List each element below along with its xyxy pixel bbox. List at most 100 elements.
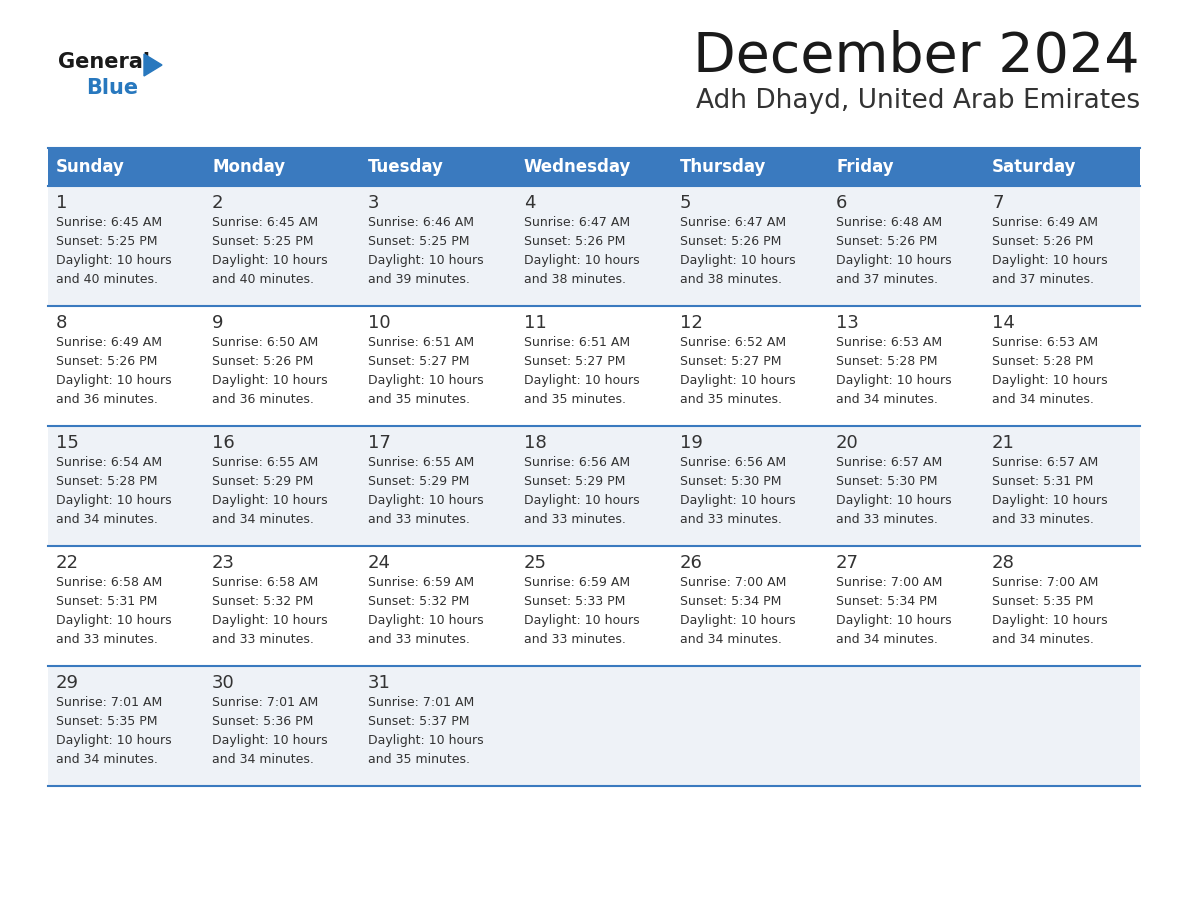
Text: Daylight: 10 hours: Daylight: 10 hours <box>368 254 484 267</box>
Text: Daylight: 10 hours: Daylight: 10 hours <box>56 494 171 507</box>
Text: Sunset: 5:37 PM: Sunset: 5:37 PM <box>368 715 469 728</box>
Text: 31: 31 <box>368 674 391 692</box>
Bar <box>828 426 984 546</box>
Text: Wednesday: Wednesday <box>524 158 631 176</box>
Text: 11: 11 <box>524 314 546 332</box>
Text: Sunrise: 6:54 AM: Sunrise: 6:54 AM <box>56 456 162 469</box>
Text: Sunrise: 6:46 AM: Sunrise: 6:46 AM <box>368 216 474 229</box>
Text: and 34 minutes.: and 34 minutes. <box>56 513 158 526</box>
Text: Daylight: 10 hours: Daylight: 10 hours <box>836 374 952 387</box>
Bar <box>204 426 360 546</box>
Text: 29: 29 <box>56 674 78 692</box>
Text: Sunset: 5:36 PM: Sunset: 5:36 PM <box>211 715 314 728</box>
Text: Sunset: 5:35 PM: Sunset: 5:35 PM <box>56 715 158 728</box>
Bar <box>984 666 1140 786</box>
Text: Sunset: 5:29 PM: Sunset: 5:29 PM <box>524 475 625 488</box>
Bar <box>48 546 204 666</box>
Text: Daylight: 10 hours: Daylight: 10 hours <box>368 374 484 387</box>
Text: Thursday: Thursday <box>680 158 766 176</box>
Bar <box>360 666 516 786</box>
Text: 15: 15 <box>56 434 78 452</box>
Text: Sunrise: 6:58 AM: Sunrise: 6:58 AM <box>211 576 318 589</box>
Bar <box>48 666 204 786</box>
Text: and 37 minutes.: and 37 minutes. <box>836 273 939 286</box>
Text: 27: 27 <box>836 554 859 572</box>
Text: 12: 12 <box>680 314 703 332</box>
Text: 22: 22 <box>56 554 78 572</box>
Text: Daylight: 10 hours: Daylight: 10 hours <box>524 614 639 627</box>
Text: Sunset: 5:25 PM: Sunset: 5:25 PM <box>368 235 469 248</box>
Text: Sunset: 5:27 PM: Sunset: 5:27 PM <box>524 355 626 368</box>
Text: Sunrise: 6:57 AM: Sunrise: 6:57 AM <box>992 456 1098 469</box>
Text: December 2024: December 2024 <box>694 30 1140 84</box>
Bar <box>516 186 672 306</box>
Bar <box>360 546 516 666</box>
Text: and 34 minutes.: and 34 minutes. <box>211 513 314 526</box>
Text: Daylight: 10 hours: Daylight: 10 hours <box>368 734 484 747</box>
Bar <box>48 426 204 546</box>
Text: Saturday: Saturday <box>992 158 1076 176</box>
Text: Sunrise: 6:59 AM: Sunrise: 6:59 AM <box>524 576 630 589</box>
Text: and 33 minutes.: and 33 minutes. <box>368 633 470 646</box>
Text: Sunrise: 6:53 AM: Sunrise: 6:53 AM <box>836 336 942 349</box>
Text: 4: 4 <box>524 194 536 212</box>
Bar <box>360 148 516 186</box>
Text: Sunset: 5:33 PM: Sunset: 5:33 PM <box>524 595 625 608</box>
Text: Sunset: 5:32 PM: Sunset: 5:32 PM <box>368 595 469 608</box>
Text: Sunrise: 6:49 AM: Sunrise: 6:49 AM <box>56 336 162 349</box>
Text: and 34 minutes.: and 34 minutes. <box>992 393 1094 406</box>
Text: and 39 minutes.: and 39 minutes. <box>368 273 470 286</box>
Text: 30: 30 <box>211 674 235 692</box>
Text: 7: 7 <box>992 194 1004 212</box>
Text: Sunrise: 7:01 AM: Sunrise: 7:01 AM <box>211 696 318 709</box>
Text: Tuesday: Tuesday <box>368 158 444 176</box>
Text: and 36 minutes.: and 36 minutes. <box>56 393 158 406</box>
Text: Sunrise: 6:47 AM: Sunrise: 6:47 AM <box>680 216 786 229</box>
Text: Sunset: 5:27 PM: Sunset: 5:27 PM <box>368 355 469 368</box>
Text: Sunset: 5:31 PM: Sunset: 5:31 PM <box>56 595 157 608</box>
Text: Sunrise: 6:58 AM: Sunrise: 6:58 AM <box>56 576 163 589</box>
Text: Blue: Blue <box>86 78 138 98</box>
Bar <box>360 426 516 546</box>
Text: Sunset: 5:28 PM: Sunset: 5:28 PM <box>992 355 1093 368</box>
Bar <box>516 148 672 186</box>
Text: Sunrise: 6:45 AM: Sunrise: 6:45 AM <box>211 216 318 229</box>
Text: Sunrise: 6:49 AM: Sunrise: 6:49 AM <box>992 216 1098 229</box>
Text: Daylight: 10 hours: Daylight: 10 hours <box>680 494 796 507</box>
Text: and 40 minutes.: and 40 minutes. <box>211 273 314 286</box>
Text: and 40 minutes.: and 40 minutes. <box>56 273 158 286</box>
Text: and 33 minutes.: and 33 minutes. <box>368 513 470 526</box>
Text: Sunset: 5:34 PM: Sunset: 5:34 PM <box>680 595 782 608</box>
Text: Sunset: 5:26 PM: Sunset: 5:26 PM <box>992 235 1093 248</box>
Text: Sunset: 5:26 PM: Sunset: 5:26 PM <box>56 355 157 368</box>
Bar <box>204 148 360 186</box>
Text: General: General <box>58 52 150 72</box>
Text: and 34 minutes.: and 34 minutes. <box>680 633 782 646</box>
Bar <box>204 306 360 426</box>
Text: 28: 28 <box>992 554 1015 572</box>
Bar <box>672 426 828 546</box>
Text: Sunrise: 6:52 AM: Sunrise: 6:52 AM <box>680 336 786 349</box>
Bar <box>984 306 1140 426</box>
Text: Sunset: 5:26 PM: Sunset: 5:26 PM <box>211 355 314 368</box>
Text: 16: 16 <box>211 434 235 452</box>
Text: Sunset: 5:26 PM: Sunset: 5:26 PM <box>836 235 937 248</box>
Text: Sunset: 5:29 PM: Sunset: 5:29 PM <box>368 475 469 488</box>
Bar <box>204 546 360 666</box>
Bar <box>828 666 984 786</box>
Bar <box>828 148 984 186</box>
Text: Monday: Monday <box>211 158 285 176</box>
Text: Sunrise: 6:57 AM: Sunrise: 6:57 AM <box>836 456 942 469</box>
Text: 23: 23 <box>211 554 235 572</box>
Text: and 33 minutes.: and 33 minutes. <box>524 513 626 526</box>
Text: Sunrise: 6:59 AM: Sunrise: 6:59 AM <box>368 576 474 589</box>
Text: and 34 minutes.: and 34 minutes. <box>992 633 1094 646</box>
Bar <box>516 666 672 786</box>
Text: Daylight: 10 hours: Daylight: 10 hours <box>524 374 639 387</box>
Text: Sunrise: 6:55 AM: Sunrise: 6:55 AM <box>368 456 474 469</box>
Bar <box>984 546 1140 666</box>
Text: Daylight: 10 hours: Daylight: 10 hours <box>56 374 171 387</box>
Text: Sunrise: 6:51 AM: Sunrise: 6:51 AM <box>524 336 630 349</box>
Text: Daylight: 10 hours: Daylight: 10 hours <box>56 614 171 627</box>
Polygon shape <box>144 54 162 76</box>
